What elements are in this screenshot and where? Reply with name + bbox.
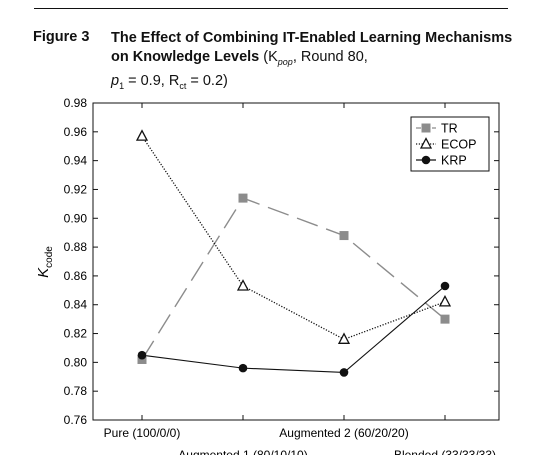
x-tick-label: Pure (100/0/0) <box>104 426 181 440</box>
x-tick-label: Augmented 2 (60/20/20) <box>279 426 408 440</box>
data-point-krp <box>440 281 450 291</box>
legend-label-krp: KRP <box>441 154 467 168</box>
data-point-krp <box>137 350 147 360</box>
data-point-ecop <box>438 294 452 307</box>
plot-frame <box>92 102 500 421</box>
legend-marker-ecop <box>419 137 433 149</box>
data-point-tr <box>238 193 248 203</box>
series-line-tr <box>141 197 446 360</box>
y-tick-label: 0.92 <box>64 182 88 196</box>
y-tick-label: 0.98 <box>64 96 88 110</box>
x-axis: Pure (100/0/0) Augmented 1 (80/10/10) Augm… <box>104 103 496 455</box>
data-point-krp <box>238 363 248 373</box>
legend-label-tr: TR <box>441 122 458 136</box>
y-tick-label: 0.80 <box>64 355 88 369</box>
figure-title: The Effect of Combining IT-Enabled Learn… <box>111 29 531 96</box>
y-tick-label: 0.78 <box>64 384 88 398</box>
y-tick-label: 0.94 <box>64 154 88 168</box>
data-point-krp <box>339 368 349 377</box>
series-markers <box>135 129 452 377</box>
data-point-tr <box>339 231 349 241</box>
legend-label-ecop: ECOP <box>441 138 476 152</box>
y-axis-label-sub: code <box>44 246 55 268</box>
y-axis: 0.76 0.78 0.80 0.82 0.84 0.86 0.88 0.90 0.92 0.94… <box>64 96 499 427</box>
y-tick-label: 0.88 <box>64 240 88 254</box>
legend-marker-krp <box>421 155 431 165</box>
legend: TR ECOP KRP <box>410 116 490 172</box>
data-point-ecop <box>236 279 250 291</box>
data-point-tr <box>137 354 147 364</box>
y-tick-label: 0.96 <box>64 125 88 139</box>
y-tick-label: 0.84 <box>64 298 88 312</box>
legend-marker-tr <box>421 123 431 133</box>
series-line-krp <box>141 285 446 374</box>
data-point-ecop <box>337 332 351 344</box>
top-rule <box>34 8 508 9</box>
y-tick-label: 0.86 <box>64 269 88 283</box>
y-tick-label: 0.76 <box>64 413 88 427</box>
series-lines <box>141 135 446 374</box>
y-axis-label: Kcode <box>35 246 55 278</box>
figure-label: Figure 3 <box>33 29 90 45</box>
data-point-ecop <box>135 129 149 141</box>
data-point-tr <box>440 314 450 324</box>
y-tick-label: 0.82 <box>64 327 88 341</box>
x-tick-label: Blended (33/33/33) <box>394 448 496 455</box>
y-axis-label-main: K <box>35 267 52 278</box>
y-tick-label: 0.90 <box>64 211 88 225</box>
series-line-ecop <box>141 135 446 341</box>
figure-title-main: The Effect of Combining IT-Enabled Learn… <box>111 30 513 65</box>
figure-title-params: (Kpop, Round 80, p1 = 0.9, Rct = 0.2) <box>111 49 368 91</box>
x-tick-label: Augmented 1 (80/10/10) <box>178 448 307 455</box>
